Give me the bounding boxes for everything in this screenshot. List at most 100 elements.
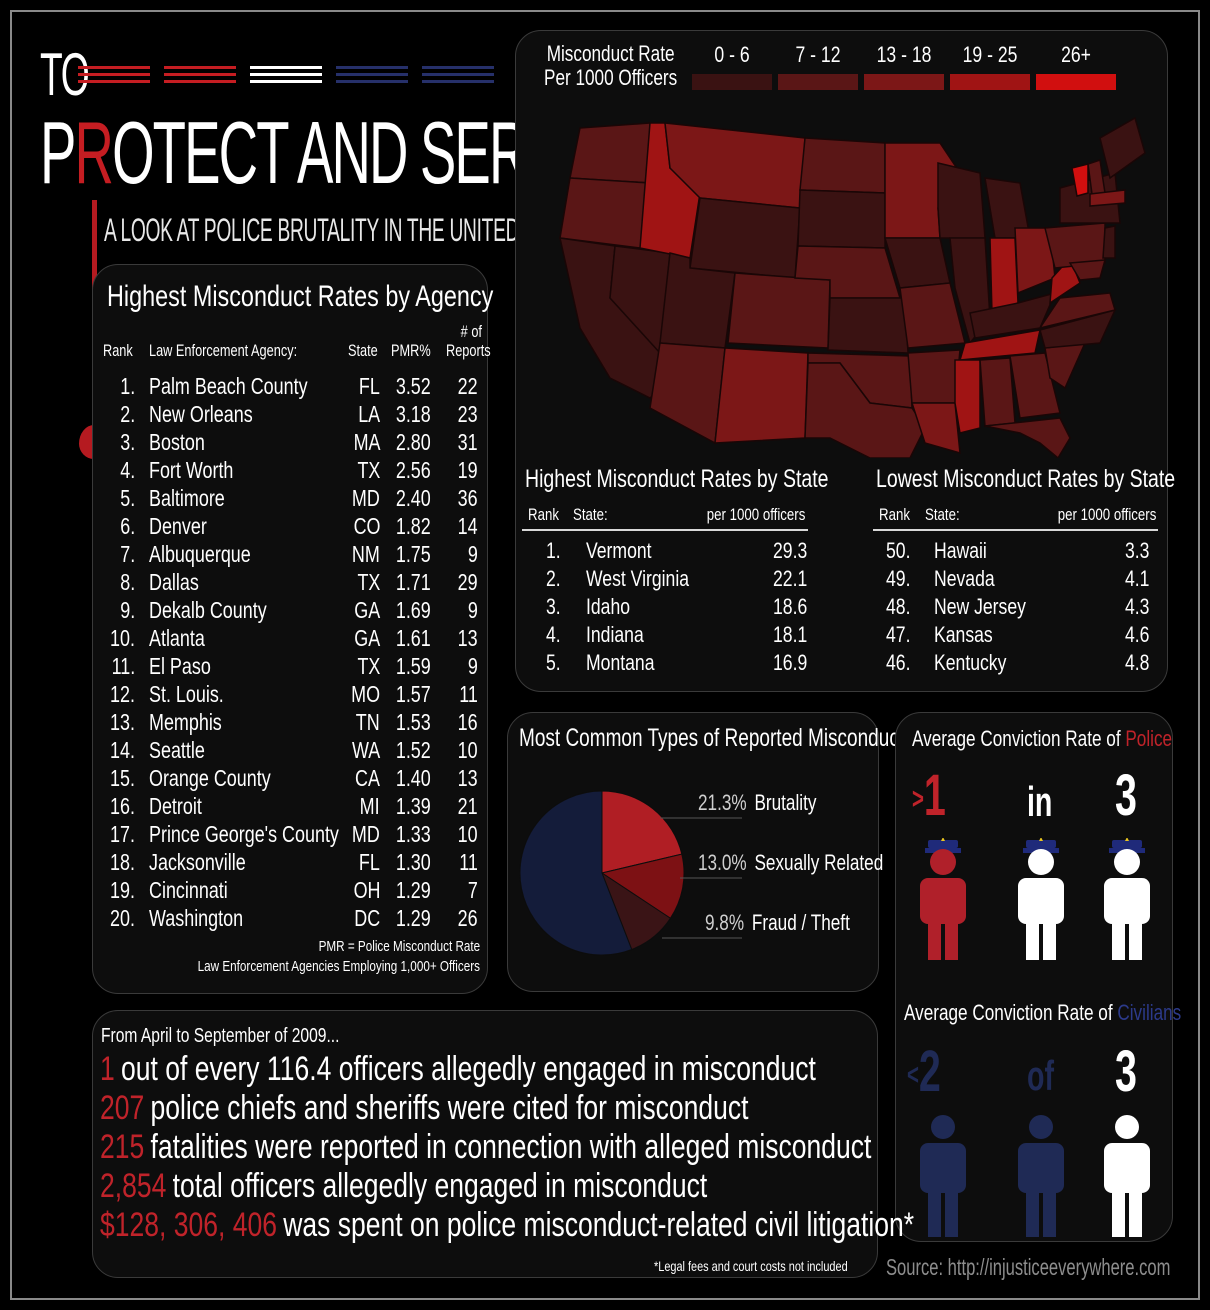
state-tennessee [958, 329, 1041, 361]
agency-rank: 19. [110, 877, 135, 903]
agency-reports: 11 [459, 681, 478, 707]
state-rate: 4.8 [1125, 650, 1150, 675]
state-pennsylvania [1044, 222, 1106, 269]
stat-number: 207 [100, 1089, 145, 1127]
police-word: in [1027, 778, 1053, 825]
agency-state: TX [357, 653, 380, 679]
lowest-rule [873, 529, 1158, 531]
agency-pmr: 1.82 [396, 513, 431, 539]
stat-number: 215 [100, 1128, 145, 1166]
pie-label: 21.3% Brutality [698, 790, 816, 816]
legend-label: 7 - 12 [795, 42, 841, 67]
agency-rank: 11. [111, 653, 135, 679]
agency-reports: 10 [458, 821, 478, 847]
state-georgia [1009, 352, 1061, 419]
agency-name: Denver [149, 513, 207, 539]
state-name: Hawaii [934, 538, 987, 563]
legend-item: 26+ [1036, 42, 1116, 90]
agency-reports: 26 [458, 905, 478, 931]
agency-name: Boston [149, 429, 205, 455]
agency-name: Palm Beach County [149, 373, 308, 399]
agency-rank: 10. [110, 625, 135, 651]
police-gt: >1 [912, 763, 946, 828]
stat-text: fatalities were reported in connection w… [150, 1128, 872, 1166]
legend-item: 19 - 25 [950, 42, 1030, 90]
stats-panel [92, 1010, 878, 1278]
agency-pmr: 2.40 [396, 485, 431, 511]
agency-name: Atlanta [149, 625, 205, 651]
state-maine [1099, 116, 1146, 180]
state-name: Montana [586, 650, 655, 675]
civilian-conviction-title: Average Conviction Rate of Civilians [904, 1000, 1182, 1025]
agency-state: MD [352, 821, 380, 847]
agency-row: 6. Denver CO 1.82 14 [100, 513, 485, 541]
state-louisiana [910, 402, 961, 455]
civilian-icon-navy-1 [920, 1115, 966, 1237]
agency-pmr: 2.80 [396, 429, 431, 455]
agency-pmr: 1.69 [396, 597, 431, 623]
agency-pmr: 1.59 [396, 653, 431, 679]
pmr-footnote: PMR = Police Misconduct Rate [318, 938, 480, 955]
agency-table-panel [92, 264, 488, 994]
agency-name: Seattle [149, 737, 205, 763]
civilian-icon-navy-2 [1018, 1115, 1064, 1237]
state-name: Kentucky [934, 650, 1007, 675]
page-frame [10, 10, 1200, 1300]
pie-slice [519, 790, 633, 956]
agency-row: 2. New Orleans LA 3.18 23 [100, 401, 485, 429]
agency-pmr: 3.52 [396, 373, 431, 399]
agency-row: 11. El Paso TX 1.59 9 [100, 653, 485, 681]
agency-state: CA [355, 765, 380, 791]
legend-item: 7 - 12 [778, 42, 858, 90]
agency-name: Jacksonville [149, 849, 246, 875]
state-indiana [989, 237, 1019, 315]
agency-pmr: 1.29 [396, 905, 431, 931]
agency-reports: 16 [458, 709, 478, 735]
agency-table-title: Highest Misconduct Rates by Agency [107, 280, 494, 313]
pie-label: 13.0% Sexually Related [698, 850, 883, 876]
agency-rank: 9. [120, 597, 135, 623]
pie-label-text: Sexually Related [754, 850, 884, 875]
agency-rank: 2. [120, 401, 135, 427]
state-kentucky [969, 291, 1057, 339]
state-wyoming [689, 197, 801, 279]
pie-leader-lines [660, 817, 742, 939]
police-num2: 3 [1115, 763, 1137, 828]
agency-rank: 14. [110, 737, 135, 763]
agency-pmr: 1.53 [396, 709, 431, 735]
agency-rank: 20. [110, 905, 135, 931]
agency-pmr: 1.33 [396, 821, 431, 847]
agency-name: Memphis [149, 709, 222, 735]
stat-number: 2,854 [100, 1167, 167, 1205]
state-florida [984, 417, 1071, 458]
agency-row: 14. Seattle WA 1.52 10 [100, 737, 485, 765]
agency-reports: 13 [458, 765, 478, 791]
agency-name: New Orleans [149, 401, 253, 427]
state-rate: 4.6 [1125, 622, 1150, 647]
state-rank: 50. [886, 538, 911, 563]
state-rank: 48. [886, 594, 911, 619]
agency-pmr: 1.71 [396, 569, 431, 595]
agency-rank: 18. [110, 849, 135, 875]
agency-state: FL [359, 849, 380, 875]
legend-label: 13 - 18 [876, 42, 932, 67]
legend-label: 19 - 25 [962, 42, 1018, 67]
state-washington [569, 122, 651, 184]
agency-rows: 1. Palm Beach County FL 3.52 22 2. New Orleans… [100, 373, 485, 938]
state-rank: 2. [546, 566, 561, 591]
agency-state: GA [354, 625, 380, 651]
agency-row: 16. Detroit MI 1.39 21 [100, 793, 485, 821]
agency-reports: 9 [468, 597, 478, 623]
legend-swatch [778, 74, 858, 90]
legend-title: Misconduct Rate Per 1000 Officers [544, 41, 678, 90]
highest-col-rank: Rank [528, 505, 559, 524]
pie-label-pct: 13.0% [698, 850, 747, 875]
state-rate: 18.6 [773, 594, 808, 619]
agency-row: 19. Cincinnati OH 1.29 7 [100, 877, 485, 905]
agency-reports: 11 [459, 849, 478, 875]
state-rank: 1. [546, 538, 561, 563]
agency-reports: 31 [458, 429, 478, 455]
state-rate: 4.1 [1125, 566, 1150, 591]
agency-reports: 9 [468, 541, 478, 567]
state-oregon [559, 177, 651, 249]
